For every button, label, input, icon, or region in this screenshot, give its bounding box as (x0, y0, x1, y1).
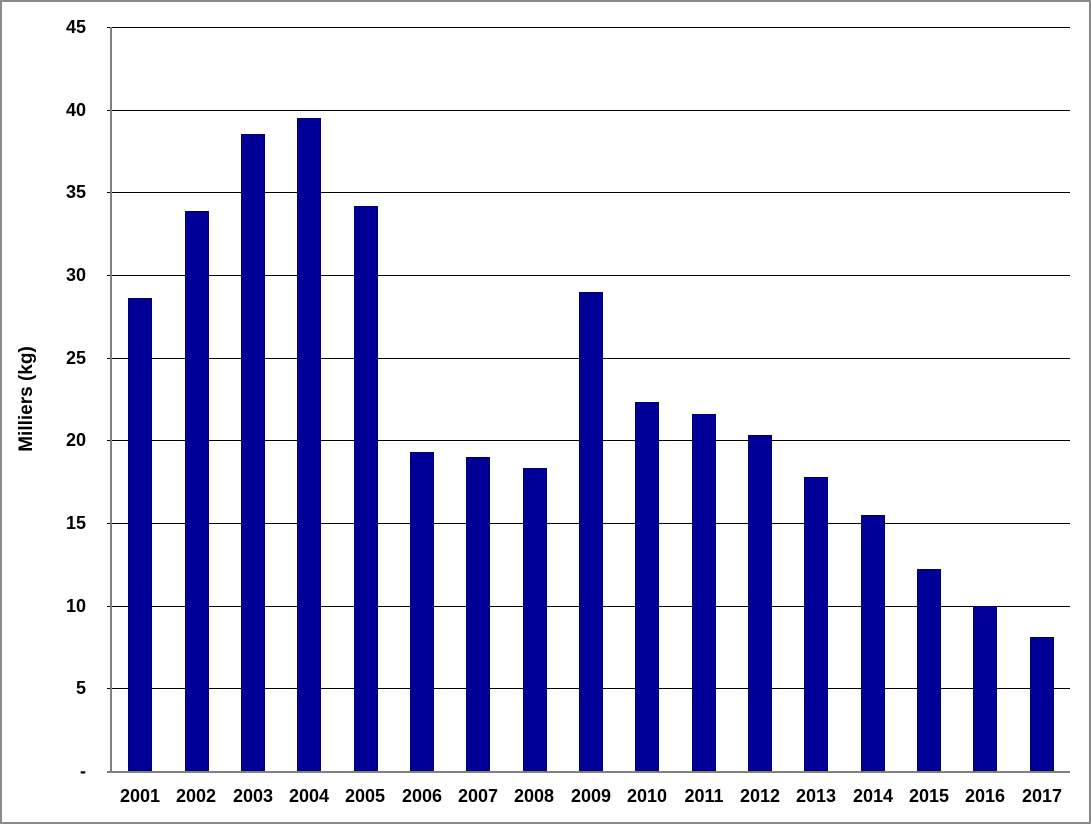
y-tick-label-45: 45 (65, 17, 86, 37)
x-tick-label-2001: 2001 (119, 786, 161, 806)
y-tick-mark-20 (107, 440, 112, 441)
y-tick-label-10: 10 (65, 596, 86, 616)
y-tick-mark-35 (107, 192, 112, 193)
y-tick-label-0: - (80, 761, 86, 781)
bar-2006 (410, 452, 434, 771)
y-tick-mark-40 (107, 110, 112, 111)
y-tick-mark-15 (107, 523, 112, 524)
y-tick-label-40: 40 (65, 100, 86, 120)
y-tick-label-20: 20 (65, 430, 86, 450)
y-tick-mark-25 (107, 358, 112, 359)
x-tick-label-2009: 2009 (570, 786, 612, 806)
bar-2002 (185, 211, 209, 771)
bar-2004 (297, 118, 321, 771)
bar-2005 (354, 206, 378, 771)
x-tick-label-2003: 2003 (232, 786, 274, 806)
y-axis-line (110, 27, 112, 773)
x-tick-label-2017: 2017 (1021, 786, 1063, 806)
bar-2012 (748, 435, 772, 771)
x-axis-line (107, 771, 1070, 773)
x-tick-label-2005: 2005 (344, 786, 386, 806)
gridline-30 (112, 275, 1070, 276)
bar-2003 (241, 134, 265, 771)
x-tick-label-2011: 2011 (684, 786, 724, 806)
gridline-40 (112, 110, 1070, 111)
y-tick-mark-10 (107, 606, 112, 607)
x-tick-label-2002: 2002 (175, 786, 217, 806)
gridline-45 (112, 27, 1070, 28)
y-tick-label-30: 30 (65, 265, 86, 285)
bar-2015 (917, 569, 941, 771)
y-tick-mark-5 (107, 688, 112, 689)
y-tick-label-5: 5 (75, 678, 86, 698)
x-tick-label-2013: 2013 (795, 786, 837, 806)
x-tick-label-2012: 2012 (739, 786, 781, 806)
y-tick-label-25: 25 (65, 348, 86, 368)
bar-2011 (692, 414, 716, 771)
bar-2013 (804, 477, 828, 771)
y-tick-mark-30 (107, 275, 112, 276)
x-tick-label-2014: 2014 (852, 786, 894, 806)
x-tick-label-2007: 2007 (457, 786, 499, 806)
x-tick-label-2010: 2010 (626, 786, 668, 806)
bar-2008 (523, 468, 547, 771)
y-tick-label-35: 35 (65, 182, 86, 202)
bar-2007 (466, 457, 490, 771)
bar-2010 (635, 402, 659, 771)
y-tick-label-15: 15 (65, 513, 86, 533)
x-tick-label-2008: 2008 (513, 786, 555, 806)
x-tick-label-2016: 2016 (964, 786, 1006, 806)
bar-2016 (973, 606, 997, 771)
bar-2009 (579, 292, 603, 771)
bar-2017 (1030, 637, 1054, 771)
bar-2001 (128, 298, 152, 771)
x-tick-label-2015: 2015 (908, 786, 950, 806)
y-tick-mark-45 (107, 27, 112, 28)
x-tick-label-2006: 2006 (401, 786, 443, 806)
x-tick-label-2004: 2004 (288, 786, 330, 806)
gridline-35 (112, 192, 1070, 193)
bar-2014 (861, 515, 885, 771)
